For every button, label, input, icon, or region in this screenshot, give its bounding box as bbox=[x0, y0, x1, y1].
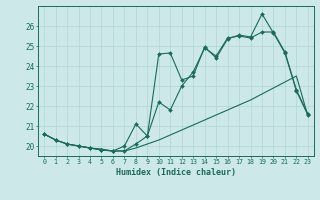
X-axis label: Humidex (Indice chaleur): Humidex (Indice chaleur) bbox=[116, 168, 236, 177]
